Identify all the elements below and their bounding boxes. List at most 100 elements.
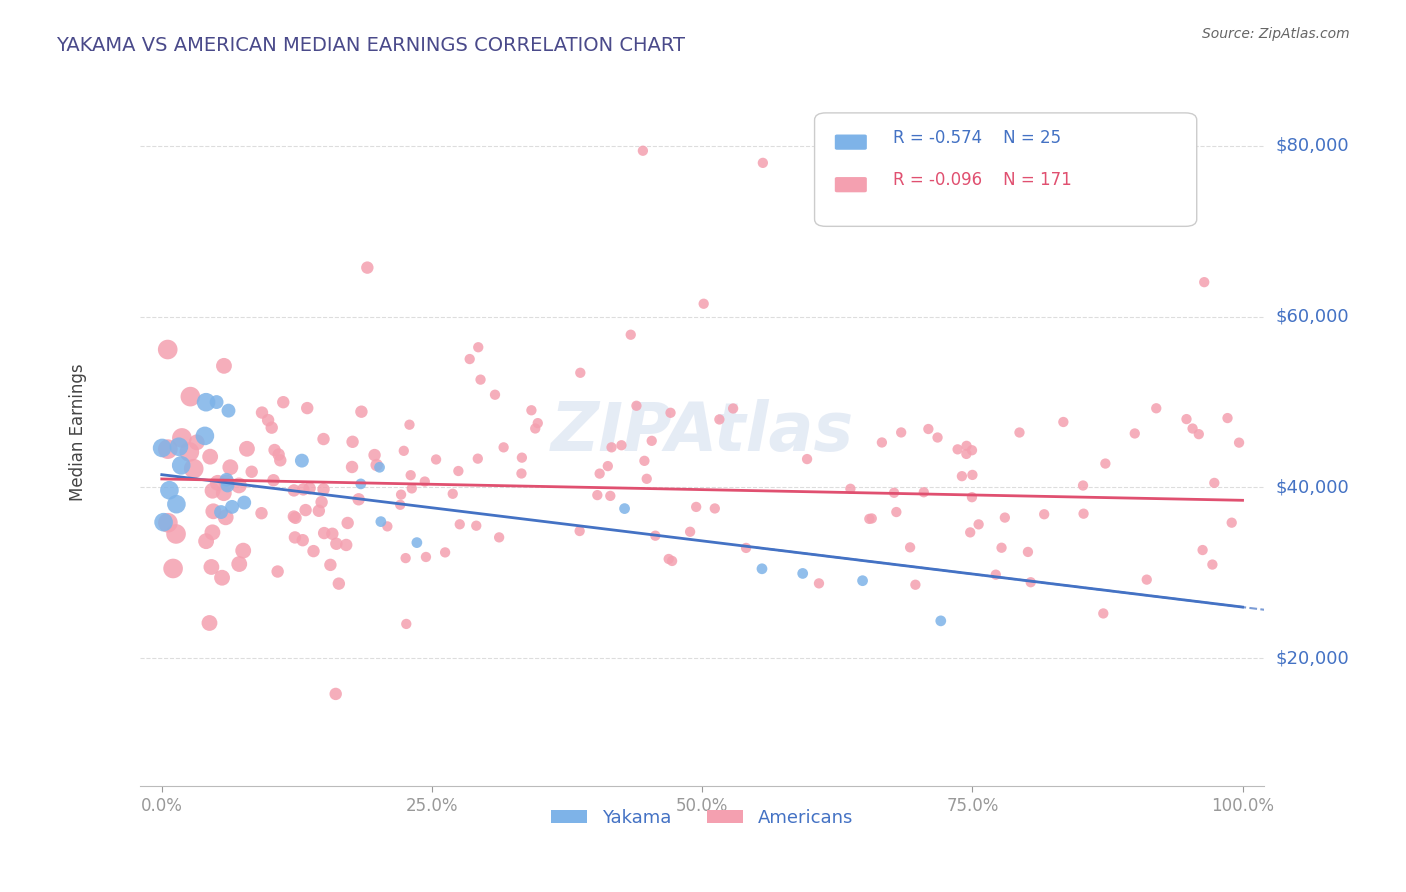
Point (599, 489, 621, 503)
Point (165, 497, 187, 511)
Point (342, 434, 364, 449)
Point (228, 478, 250, 492)
Text: $40,000: $40,000 (1275, 478, 1350, 497)
Point (377, 519, 399, 533)
Point (266, 565, 288, 579)
Text: $60,000: $60,000 (1275, 308, 1348, 326)
Point (858, 512, 880, 526)
Point (152, 515, 174, 529)
Point (179, 445, 201, 459)
Point (207, 475, 229, 490)
Point (350, 405, 373, 419)
Point (883, 485, 905, 500)
Point (395, 616, 418, 631)
Point (194, 429, 217, 443)
Point (156, 516, 179, 530)
Point (1204, 475, 1226, 490)
Point (312, 483, 335, 497)
Point (340, 460, 363, 475)
Point (366, 458, 388, 472)
Point (325, 687, 347, 701)
Point (159, 483, 181, 498)
Point (912, 485, 935, 500)
Point (167, 440, 190, 454)
Point (851, 574, 873, 588)
Point (321, 526, 343, 541)
Point (596, 459, 619, 474)
Text: Source: ZipAtlas.com: Source: ZipAtlas.com (1202, 27, 1350, 41)
Point (524, 421, 547, 435)
Point (228, 557, 250, 571)
Point (209, 505, 232, 519)
Point (1094, 457, 1116, 471)
Point (626, 399, 648, 413)
Point (465, 518, 488, 533)
Point (236, 442, 259, 456)
Point (588, 467, 610, 481)
Point (1136, 573, 1159, 587)
Point (1052, 415, 1074, 429)
Point (395, 551, 418, 566)
Point (990, 541, 1012, 555)
Point (263, 473, 285, 487)
Text: Median Earnings: Median Earnings (69, 363, 87, 500)
Point (520, 403, 543, 417)
Point (297, 401, 319, 416)
Point (484, 388, 506, 402)
Point (260, 420, 283, 434)
Point (1220, 516, 1243, 530)
Point (960, 443, 983, 458)
Point (250, 406, 273, 420)
Point (325, 537, 347, 551)
Point (336, 516, 359, 530)
Point (568, 524, 591, 538)
FancyBboxPatch shape (835, 135, 868, 150)
Point (363, 448, 385, 462)
Point (641, 434, 664, 448)
Point (312, 432, 335, 446)
Point (950, 469, 973, 483)
Point (389, 488, 412, 502)
Point (890, 425, 912, 440)
Point (447, 464, 470, 478)
Point (413, 475, 436, 489)
Point (1073, 507, 1095, 521)
Point (201, 483, 224, 498)
Point (217, 478, 239, 492)
Point (917, 422, 939, 436)
Point (492, 441, 515, 455)
Point (370, 515, 392, 529)
Point (165, 527, 187, 541)
Point (298, 481, 321, 495)
Point (959, 525, 981, 540)
Point (467, 451, 489, 466)
Point (1008, 425, 1031, 440)
Point (1191, 543, 1213, 558)
Point (449, 517, 471, 532)
Point (1033, 508, 1056, 522)
Point (613, 501, 636, 516)
Point (735, 541, 758, 555)
Point (1123, 426, 1146, 441)
Point (792, 566, 814, 581)
Point (212, 486, 235, 500)
Point (302, 544, 325, 558)
Point (927, 430, 949, 444)
Point (195, 395, 218, 409)
Point (283, 483, 305, 498)
Point (201, 525, 224, 540)
Point (962, 467, 984, 482)
Point (212, 359, 235, 373)
Point (955, 447, 977, 461)
Point (839, 482, 862, 496)
Point (250, 506, 273, 520)
Text: YAKAMA VS AMERICAN MEDIAN EARNINGS CORRELATION CHART: YAKAMA VS AMERICAN MEDIAN EARNINGS CORRE… (56, 36, 685, 54)
Point (284, 511, 307, 525)
Point (620, 327, 643, 342)
Point (240, 465, 263, 479)
Point (215, 473, 238, 487)
Point (510, 467, 533, 481)
Point (441, 487, 464, 501)
Point (263, 443, 285, 458)
Point (392, 443, 415, 458)
